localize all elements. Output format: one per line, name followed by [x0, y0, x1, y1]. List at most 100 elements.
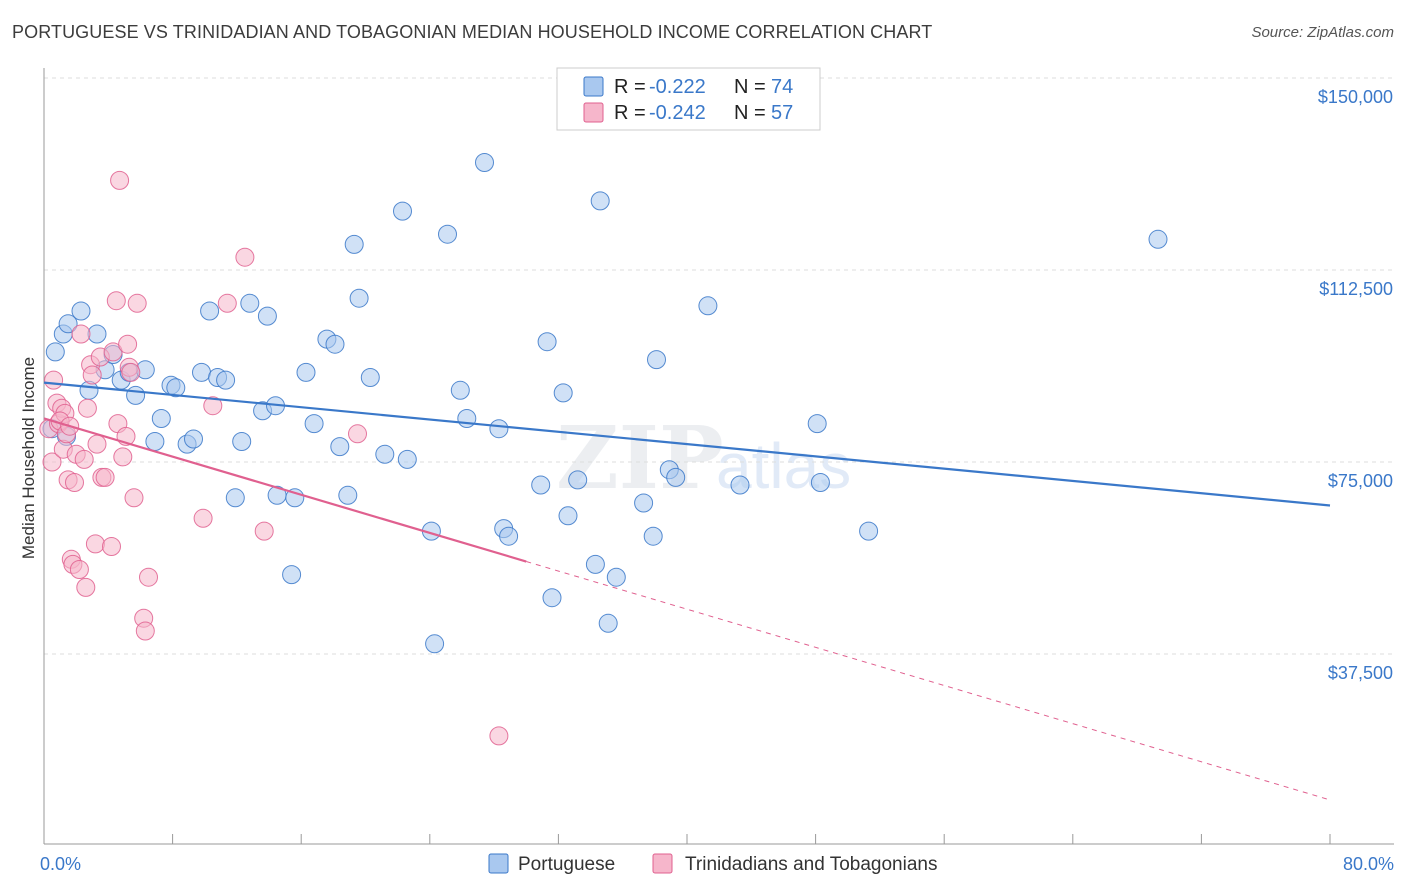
point-portuguese-49: [457, 409, 477, 428]
point-portuguese-42: [375, 444, 395, 464]
point-portuguese-23: [216, 370, 236, 390]
x-axis-ticks: [43, 834, 1331, 844]
point-trinidadian-45: [217, 293, 237, 313]
watermark: ZIP atlas: [556, 408, 851, 509]
y-tick-label-150000: $150,000: [1318, 87, 1393, 107]
point-portuguese-62: [598, 613, 618, 633]
point-portuguese-46: [425, 634, 445, 654]
series-portuguese: [42, 153, 1168, 654]
watermark-zip: ZIP: [556, 408, 724, 509]
bottom-legend-label-portuguese: Portuguese: [518, 854, 615, 875]
point-trinidadian-39: [127, 293, 147, 313]
legend-r-label-pink: R =: [614, 102, 646, 124]
point-portuguese-21: [200, 301, 220, 321]
point-trinidadian-38: [124, 488, 144, 508]
point-trinidadian-30: [106, 291, 126, 311]
point-portuguese-31: [282, 565, 302, 585]
trend-lines: [43, 381, 1331, 801]
point-trinidadian-22: [82, 365, 102, 385]
trend-line-trinidadian-solid: [43, 417, 527, 563]
bottom-legend-label-trinidadians: Trinidadians and Tobagonians: [685, 854, 937, 875]
point-trinidadian-32: [110, 170, 130, 190]
point-trinidadian-14: [65, 473, 84, 492]
point-trinidadian-43: [193, 508, 213, 528]
point-trinidadian-23: [85, 534, 105, 554]
point-portuguese-48: [450, 380, 470, 400]
point-trinidadian-33: [113, 447, 133, 467]
point-trinidadian-27: [95, 467, 115, 487]
point-portuguese-44: [397, 449, 417, 469]
x-tick-label-max: 80.0%: [1343, 854, 1394, 874]
point-portuguese-41: [360, 368, 380, 387]
point-portuguese-7: [87, 324, 107, 344]
legend-n-value-pink: 57: [771, 102, 793, 124]
point-portuguese-55: [537, 332, 557, 352]
trend-line-portuguese: [43, 381, 1331, 507]
point-portuguese-51: [489, 419, 509, 439]
point-portuguese-66: [647, 350, 666, 370]
point-portuguese-61: [590, 191, 610, 211]
point-trinidadian-47: [254, 521, 274, 541]
point-portuguese-33: [296, 362, 316, 382]
point-portuguese-70: [730, 475, 750, 495]
point-portuguese-17: [166, 378, 186, 398]
point-portuguese-53: [499, 526, 519, 546]
trend-line-trinidadian-dashed: [526, 561, 1331, 801]
point-portuguese-3: [58, 314, 78, 334]
point-portuguese-50: [475, 153, 494, 172]
point-trinidadian-20: [77, 398, 97, 418]
point-portuguese-38: [338, 485, 358, 505]
legend-r-value-pink: -0.242: [649, 102, 706, 124]
point-trinidadian-24: [87, 434, 107, 454]
point-portuguese-69: [698, 296, 718, 316]
point-portuguese-26: [240, 293, 260, 313]
point-portuguese-15: [151, 409, 171, 428]
y-tick-label-75000: $75,000: [1328, 471, 1393, 491]
point-portuguese-0: [45, 342, 65, 362]
point-portuguese-39: [344, 234, 364, 254]
point-portuguese-73: [859, 521, 879, 541]
point-trinidadian-49: [489, 726, 509, 746]
point-trinidadian-16: [69, 560, 89, 579]
point-trinidadian-37: [121, 362, 141, 382]
point-portuguese-57: [553, 383, 573, 403]
point-portuguese-37: [330, 437, 350, 457]
point-portuguese-12: [126, 385, 146, 405]
point-trinidadian-41: [135, 621, 155, 641]
series-legend: Portuguese Trinidadians and Tobagonians: [488, 853, 937, 875]
legend-n-label-blue: N =: [734, 76, 766, 98]
source-label: Source: ZipAtlas.com: [1251, 24, 1394, 41]
point-portuguese-19: [184, 429, 203, 449]
point-portuguese-34: [304, 414, 324, 434]
point-trinidadian-1: [42, 452, 62, 472]
bottom-legend-swatch-pink: [652, 853, 673, 874]
point-trinidadian-18: [74, 449, 94, 469]
legend-r-value-blue: -0.222: [649, 76, 706, 98]
legend-n-value-blue: 74: [771, 76, 793, 98]
point-portuguese-71: [807, 414, 827, 434]
stats-legend: R = -0.222 N = 74 R = -0.242 N = 57: [556, 67, 821, 131]
point-trinidadian-44: [203, 396, 223, 416]
point-portuguese-14: [145, 432, 165, 451]
series-trinidadians: [39, 170, 509, 746]
point-trinidadian-19: [76, 577, 96, 597]
legend-swatch-blue: [583, 76, 604, 97]
point-portuguese-47: [438, 224, 457, 244]
point-portuguese-36: [325, 334, 345, 354]
legend-swatch-pink: [583, 102, 604, 123]
legend-n-label-pink: N =: [734, 102, 766, 124]
point-portuguese-63: [606, 567, 626, 587]
point-trinidadian-48: [348, 424, 367, 444]
point-portuguese-58: [558, 506, 578, 526]
point-portuguese-72: [810, 473, 830, 492]
gridlines: [44, 77, 1394, 655]
point-trinidadian-17: [71, 324, 91, 344]
chart-title: PORTUGUESE VS TRINIDADIAN AND TOBAGONIAN…: [12, 22, 933, 42]
point-portuguese-74: [1148, 229, 1168, 249]
point-portuguese-25: [232, 432, 252, 451]
point-portuguese-24: [225, 488, 245, 508]
point-portuguese-60: [585, 554, 605, 574]
y-tick-label-112500: $112,500: [1319, 279, 1393, 299]
legend-r-label-blue: R =: [614, 76, 646, 98]
